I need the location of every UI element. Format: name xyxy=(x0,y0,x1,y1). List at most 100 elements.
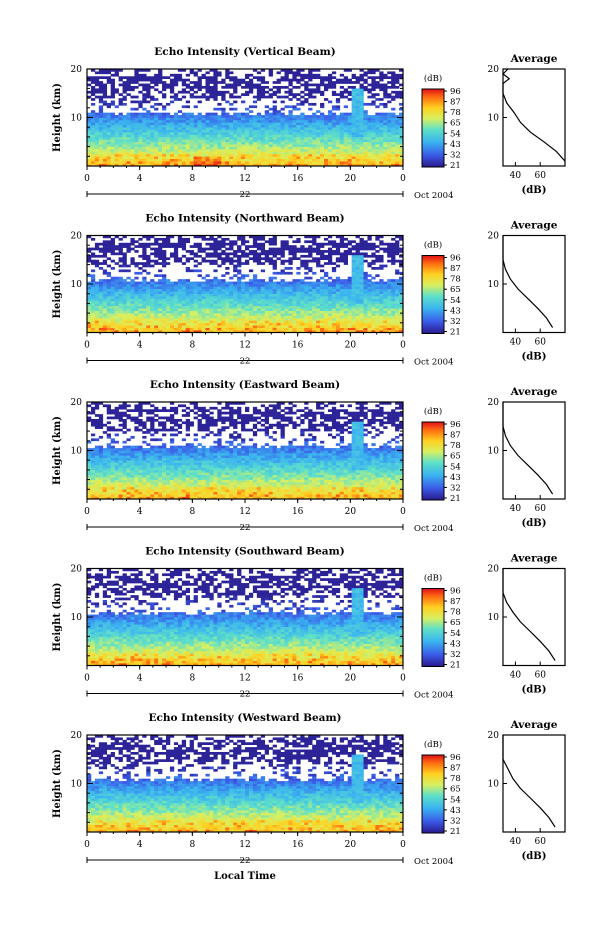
heatmap-cell xyxy=(304,286,309,290)
heatmap-cell xyxy=(138,271,143,275)
heatmap-cell xyxy=(122,129,127,133)
heatmap-cell xyxy=(371,115,376,118)
heatmap-cell xyxy=(308,161,313,164)
heatmap-cell xyxy=(335,141,341,145)
heatmap-cell xyxy=(169,284,175,287)
heatmap-cell xyxy=(324,296,329,299)
heatmap-cell xyxy=(355,313,360,316)
heatmap-cell xyxy=(304,291,309,294)
heatmap-cell xyxy=(205,119,210,123)
heatmap-cell xyxy=(296,78,301,82)
heatmap-cell xyxy=(272,163,277,167)
heatmap-cell xyxy=(193,313,198,316)
heatmap-cell xyxy=(399,163,404,167)
heatmap-cell xyxy=(347,112,352,116)
heatmap-cell xyxy=(154,102,159,106)
heatmap-cell xyxy=(320,269,325,273)
heatmap-cell xyxy=(213,317,218,321)
heatmap-cell xyxy=(371,322,376,326)
heatmap-cell xyxy=(166,163,171,167)
heatmap-cell xyxy=(197,144,202,147)
heatmap-cell xyxy=(367,119,372,123)
heatmap-cell xyxy=(268,320,273,324)
heatmap-cell xyxy=(367,76,372,79)
heatmap-cell xyxy=(201,315,206,319)
heatmap-cell xyxy=(245,305,250,309)
heatmap-cell xyxy=(399,276,404,280)
heatmap-cell xyxy=(169,245,175,248)
heatmap-cell xyxy=(320,296,325,299)
heatmap-cell xyxy=(201,276,206,280)
heatmap-cell xyxy=(292,296,297,299)
heatmap-cell xyxy=(304,141,309,145)
heatmap-cell xyxy=(308,134,313,138)
heatmap-cell xyxy=(110,317,115,321)
heatmap-cell xyxy=(252,320,258,324)
heatmap-cell xyxy=(126,327,131,331)
heatmap-cell xyxy=(320,115,325,118)
heatmap-cell xyxy=(308,284,313,287)
heatmap-cell xyxy=(248,303,254,307)
heatmap-cell xyxy=(347,298,352,302)
heatmap-cell xyxy=(264,134,269,138)
heatmap-cell xyxy=(98,139,104,143)
heatmap-cell xyxy=(296,102,301,106)
heatmap-cell xyxy=(130,129,135,133)
heatmap-cell xyxy=(256,151,262,155)
heatmap-cell xyxy=(90,149,96,152)
heatmap-cell xyxy=(272,156,277,160)
heatmap-cell xyxy=(213,322,218,326)
heatmap-cell xyxy=(150,300,155,304)
heatmap-cell xyxy=(217,247,222,251)
heatmap-cell xyxy=(245,245,250,248)
heatmap-cell xyxy=(201,310,206,314)
heatmap-cell xyxy=(94,300,100,304)
heatmap-cell xyxy=(130,291,135,294)
heatmap-cell xyxy=(276,296,281,299)
heatmap-cell xyxy=(347,291,352,294)
heatmap-cell xyxy=(379,85,384,89)
heatmap-cell xyxy=(193,296,198,299)
heatmap-cell xyxy=(391,330,396,333)
heatmap-cell xyxy=(102,76,108,79)
heatmap-cell xyxy=(383,76,388,79)
heatmap-cell xyxy=(150,264,155,268)
heatmap-cell xyxy=(126,269,131,273)
heatmap-cell xyxy=(351,284,356,287)
heatmap-cell xyxy=(213,76,218,79)
heatmap-cell xyxy=(106,115,111,118)
heatmap-cell xyxy=(256,141,262,145)
heatmap-cell xyxy=(245,296,250,299)
heatmap-cell xyxy=(166,279,171,282)
heatmap-cell xyxy=(375,134,380,138)
heatmap-cell xyxy=(248,153,254,157)
heatmap-cell xyxy=(276,127,281,130)
heatmap-cell xyxy=(288,105,293,109)
heatmap-cell xyxy=(221,317,226,321)
heatmap-cell xyxy=(252,132,258,135)
heatmap-cell xyxy=(158,274,163,278)
heatmap-cell xyxy=(367,158,372,162)
heatmap-cell xyxy=(241,141,246,145)
heatmap-cell xyxy=(331,105,337,109)
heatmap-cell xyxy=(102,247,108,251)
heatmap-cell xyxy=(371,327,376,331)
heatmap-cell xyxy=(142,325,147,328)
heatmap-cell xyxy=(272,146,277,150)
heatmap-cell xyxy=(138,115,143,118)
heatmap-cell xyxy=(395,139,400,143)
heatmap-cell xyxy=(316,325,321,328)
heatmap-cell xyxy=(347,85,352,89)
heatmap-cell xyxy=(272,93,277,96)
heatmap-cell xyxy=(327,281,333,285)
heatmap-cell xyxy=(193,163,198,167)
heatmap-cell xyxy=(288,308,293,311)
heatmap-cell xyxy=(221,98,226,101)
heatmap-cell xyxy=(343,315,348,319)
heatmap-cell xyxy=(351,112,356,116)
heatmap-cell xyxy=(158,134,163,138)
heatmap-cell xyxy=(252,252,258,256)
heatmap-cell xyxy=(158,330,163,333)
heatmap-cell xyxy=(324,117,329,121)
heatmap-cell xyxy=(383,300,388,304)
